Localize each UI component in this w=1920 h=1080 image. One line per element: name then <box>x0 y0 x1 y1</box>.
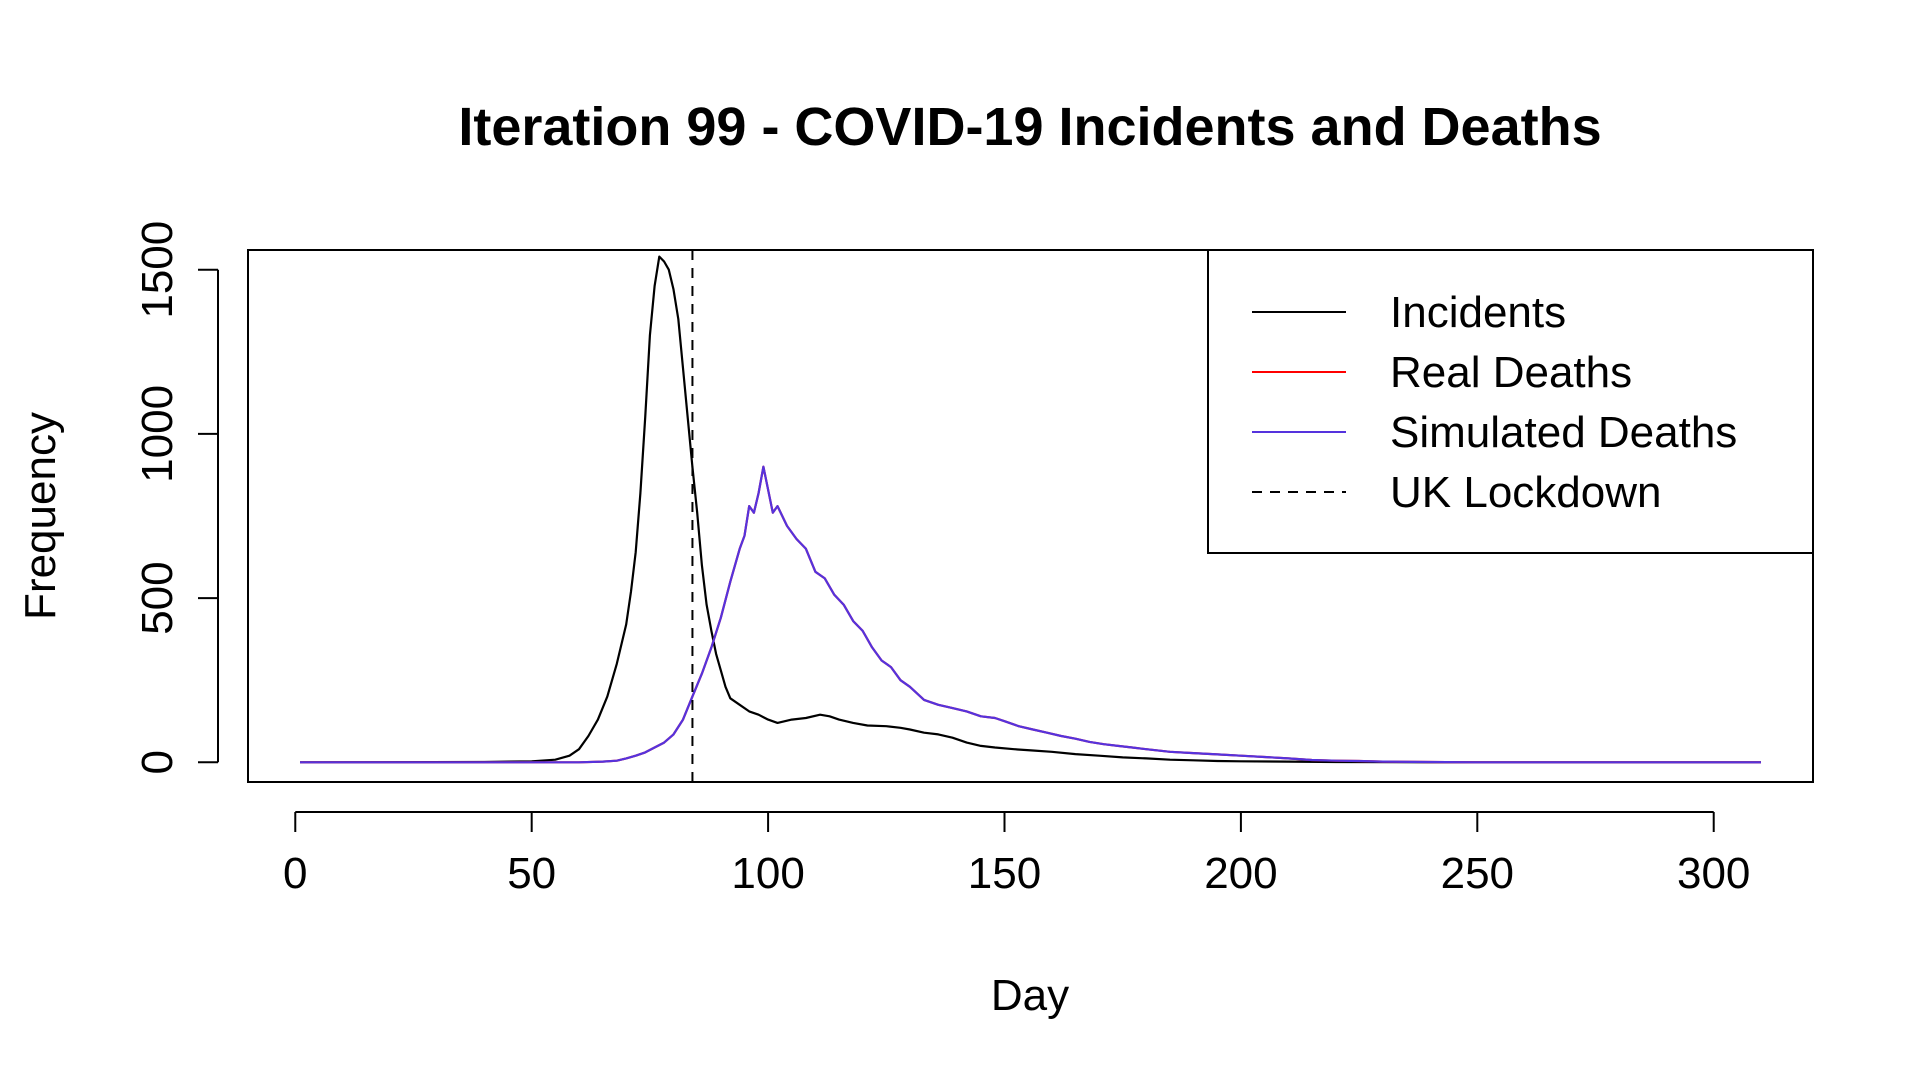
x-tick-label: 0 <box>283 849 307 898</box>
legend-label-real-deaths: Real Deaths <box>1390 348 1632 397</box>
y-tick-label: 1500 <box>133 221 182 319</box>
legend-label-uk-lockdown: UK Lockdown <box>1390 468 1661 517</box>
legend-box <box>1207 249 1814 554</box>
x-tick-label: 150 <box>968 849 1041 898</box>
x-tick-label: 300 <box>1677 849 1750 898</box>
series-line-incidents <box>299 255 1761 764</box>
y-tick-label: 1000 <box>133 385 182 483</box>
x-tick-label: 250 <box>1441 849 1514 898</box>
x-axis-label: Day <box>991 971 1069 1020</box>
legend-label-incidents: Incidents <box>1390 288 1566 337</box>
y-axis: 0 500 1000 1500 <box>133 221 219 775</box>
y-tick-label: 0 <box>133 750 182 774</box>
x-tick-label: 100 <box>731 849 804 898</box>
series-layer <box>299 250 1761 782</box>
x-tick-label: 50 <box>507 849 556 898</box>
series-line-simulated-deaths <box>300 465 1761 764</box>
x-axis: 0 50 100 150 200 250 300 <box>283 811 1750 898</box>
x-tick-label: 200 <box>1204 849 1277 898</box>
chart-title: Iteration 99 - COVID-19 Incidents and De… <box>458 97 1601 157</box>
y-tick-label: 500 <box>133 561 182 634</box>
legend: Incidents Real Deaths Simulated Deaths U… <box>1207 249 1814 554</box>
legend-label-simulated-deaths: Simulated Deaths <box>1390 408 1737 457</box>
y-axis-label: Frequency <box>16 412 65 620</box>
